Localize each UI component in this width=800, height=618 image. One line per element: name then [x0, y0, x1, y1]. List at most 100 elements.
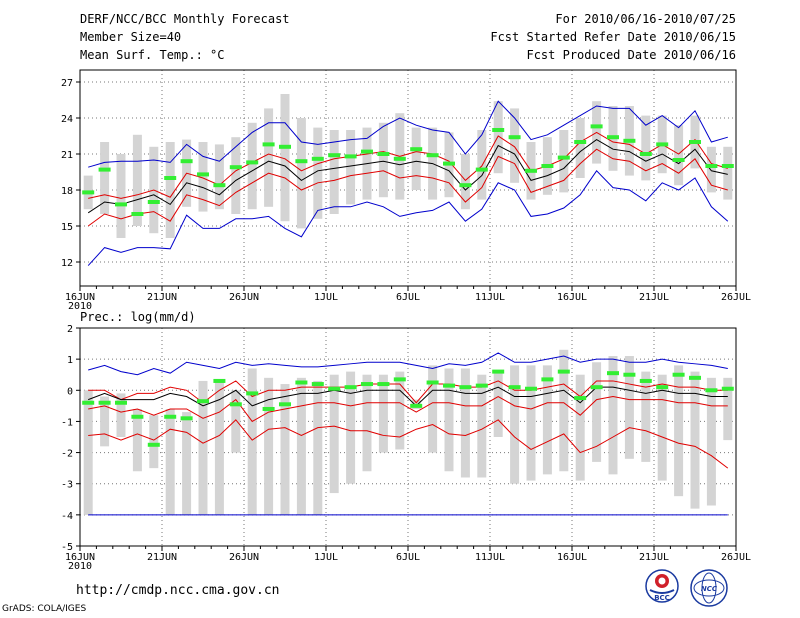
ensemble-range-box	[608, 356, 618, 475]
ensemble-range-box	[329, 130, 339, 214]
ensemble-range-box	[559, 130, 569, 193]
member-size-label: Member Size=40	[80, 30, 182, 44]
ensemble-range-box	[674, 365, 684, 497]
ensemble-range-box	[624, 356, 634, 459]
observed-marker	[246, 160, 259, 165]
observed-marker	[721, 386, 734, 391]
observed-marker	[574, 396, 587, 401]
y-tick-label: 24	[61, 114, 73, 125]
observed-marker	[393, 156, 406, 161]
ensemble-range-box	[641, 115, 651, 181]
observed-marker	[197, 399, 209, 404]
ensemble-range-box	[706, 146, 716, 193]
ensemble-range-box	[214, 380, 224, 515]
observed-marker	[541, 377, 554, 382]
observed-marker	[426, 153, 439, 158]
ensemble-range-box	[362, 374, 372, 472]
observed-marker	[213, 378, 226, 383]
observed-marker	[459, 183, 472, 188]
y-tick-label: 12	[61, 258, 73, 269]
y-tick-label: -2	[61, 449, 73, 460]
x-tick-label: 21JUN	[147, 292, 177, 303]
observed-marker	[541, 164, 554, 168]
observed-marker	[492, 128, 505, 132]
ensemble-range-box	[460, 368, 470, 478]
observed-marker	[279, 144, 291, 149]
chart-panel-precipitation: -5 -4 -3 -2 -1 0 1 2 16JUN 21JUN 26JUN 1JUL 6JUL 11JU…	[61, 324, 751, 572]
fcst-produced-date: Fcst Produced Date 2010/06/16	[526, 48, 736, 62]
ensemble-range-box	[428, 365, 438, 453]
observed-marker	[344, 385, 357, 390]
variable-label: Mean Surf. Temp.: °C	[80, 48, 225, 62]
x-tick-label: 26JUN	[229, 552, 259, 563]
y-tick-label: 0	[67, 386, 73, 397]
observed-marker	[229, 165, 242, 170]
observed-marker	[475, 167, 488, 172]
ensemble-range-box	[313, 380, 323, 515]
x-tick-label: 26JUL	[721, 552, 751, 563]
observed-marker	[328, 386, 341, 391]
observed-marker	[147, 442, 160, 447]
observed-marker	[262, 406, 275, 411]
ensemble-range-box	[493, 371, 503, 437]
ensemble-range-box	[493, 101, 503, 174]
x-tick-label: 6JUL	[396, 292, 420, 303]
ensemble-range-box	[296, 377, 306, 515]
observed-marker	[180, 159, 193, 164]
x-tick-label: 11JUL	[475, 552, 505, 563]
ensemble-range-box	[247, 368, 257, 515]
ensemble-range-box	[264, 108, 274, 207]
observed-marker	[672, 158, 685, 162]
observed-marker	[295, 380, 308, 385]
ensemble-range-box	[165, 142, 175, 238]
observed-marker	[623, 138, 636, 143]
observed-marker	[361, 149, 373, 154]
series-line-lower-quartile	[87, 148, 728, 227]
y-tick-label: 18	[61, 186, 73, 197]
ensemble-range-box	[83, 390, 93, 515]
y-tick-label: 21	[61, 150, 73, 161]
ensemble-range-box	[313, 127, 323, 219]
observed-marker	[443, 383, 455, 388]
prec-variable-label: Prec.: log(mm/d)	[80, 310, 196, 324]
observed-marker	[82, 190, 95, 195]
x-tick-label: 1JUL	[314, 552, 338, 563]
y-tick-label: -5	[61, 542, 73, 553]
ensemble-range-box	[198, 142, 208, 212]
y-tick-label: -1	[61, 417, 73, 428]
series-line-median	[87, 139, 728, 214]
x-tick-label: 16JUL	[557, 552, 587, 563]
observed-marker	[147, 200, 160, 204]
observed-marker	[689, 375, 701, 380]
observed-marker	[410, 147, 423, 152]
ensemble-range-box	[559, 349, 569, 472]
x-tick-label: 26JUN	[229, 292, 259, 303]
observed-marker	[229, 402, 242, 407]
observed-marker	[115, 202, 127, 207]
series-line-lower-quartile	[88, 395, 728, 423]
ensemble-range-box	[411, 127, 421, 190]
series-line-median	[88, 386, 728, 407]
ensemble-range-box	[198, 380, 208, 515]
ensemble-range-box	[460, 154, 470, 210]
ensemble-range-box	[280, 384, 290, 515]
observed-marker	[311, 156, 324, 161]
observed-marker	[410, 403, 423, 408]
observed-marker	[557, 155, 570, 160]
ensemble-range-box	[182, 412, 192, 515]
observed-marker	[262, 142, 275, 147]
ensemble-range-box	[329, 374, 339, 494]
observed-marker	[328, 153, 341, 158]
ensemble-range-box	[444, 368, 454, 472]
ensemble-range-box	[116, 154, 126, 238]
x-tick-label: 1JUL	[314, 292, 338, 303]
observed-marker	[377, 382, 390, 387]
observed-marker	[525, 386, 537, 391]
ensemble-range-box	[231, 137, 241, 214]
ensemble-range-box	[100, 396, 110, 447]
ensemble-range-box	[723, 146, 733, 200]
ensemble-range-box	[214, 144, 224, 210]
ensemble-range-box	[132, 134, 142, 226]
observed-marker	[115, 400, 127, 405]
